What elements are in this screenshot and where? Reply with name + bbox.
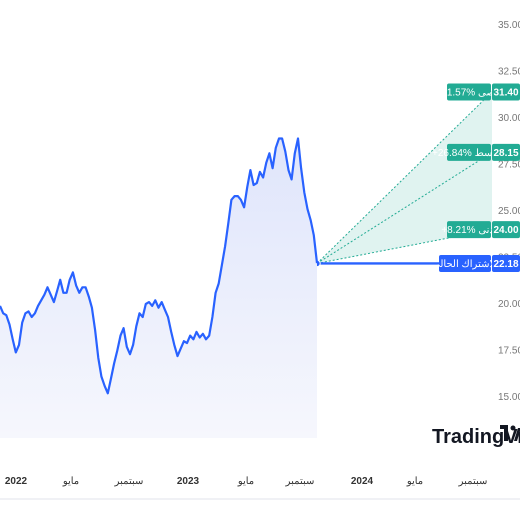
forecast-change-label: +41.57% أقصى <box>435 85 502 98</box>
y-tick-label: 25.00 <box>498 206 520 217</box>
price-area <box>0 138 317 438</box>
price-area-fill <box>0 138 317 438</box>
forecast-value-badge <box>492 221 520 239</box>
current-price-caption: الاشتراك الحالي <box>432 259 498 270</box>
forecast-target-line <box>316 91 493 264</box>
y-tick-label: 17.50 <box>498 346 520 357</box>
x-tick-label: سبتمبر <box>285 476 315 487</box>
forecast-change-label: +26.84% متوسط <box>432 148 506 159</box>
forecast-change-badge <box>447 221 491 239</box>
price-line <box>0 137 319 395</box>
forecast-value-badge <box>492 143 520 161</box>
y-tick-label: 20.00 <box>498 299 520 310</box>
current-price-badge <box>439 254 491 272</box>
x-tick-label: سبتمبر <box>458 476 488 487</box>
forecast-value-badge <box>492 83 520 101</box>
forecast-value-label: 24.00 <box>493 225 518 236</box>
forecast-value-label: 28.15 <box>493 148 518 159</box>
price-line-group <box>0 137 319 395</box>
forecast-change-badge <box>447 83 491 101</box>
tradingview-logo-text: TradingView <box>432 426 520 448</box>
y-tick-label: 30.00 <box>498 113 520 124</box>
tradingview-watermark: TradingView <box>432 425 520 448</box>
forecast-value-label: 31.40 <box>493 87 518 98</box>
x-tick-label: مايو <box>62 476 79 487</box>
current-price-value-badge <box>492 254 520 272</box>
forecast-fan <box>313 91 493 268</box>
x-tick-label: 2022 <box>5 476 28 487</box>
x-tick-label: مايو <box>406 476 423 487</box>
y-tick-label: 32.50 <box>498 67 520 78</box>
x-tick-label: مايو <box>237 476 254 487</box>
forecast-target-line <box>316 151 493 264</box>
tradingview-logo-icon <box>500 425 520 441</box>
x-tick-label: 2023 <box>177 476 200 487</box>
forecast-change-badge <box>447 143 491 161</box>
x-axis: 2022 مايو سبتمبر 2023 مايو سبتمبر 2024 مايو سبتم… <box>0 476 520 500</box>
y-tick-label: 27.50 <box>498 160 520 171</box>
x-tick-label: 2024 <box>351 476 374 487</box>
forecast-change-label: +8.21% أدنى <box>441 223 497 236</box>
y-tick-label: 15.00 <box>498 392 520 403</box>
x-tick-label: سبتمبر <box>114 476 144 487</box>
y-axis: 15.0017.5020.0022.5025.0027.5030.0032.50… <box>498 20 520 403</box>
current-price-value-label: 22.18 <box>493 259 518 270</box>
y-tick-label: 35.00 <box>498 20 520 31</box>
